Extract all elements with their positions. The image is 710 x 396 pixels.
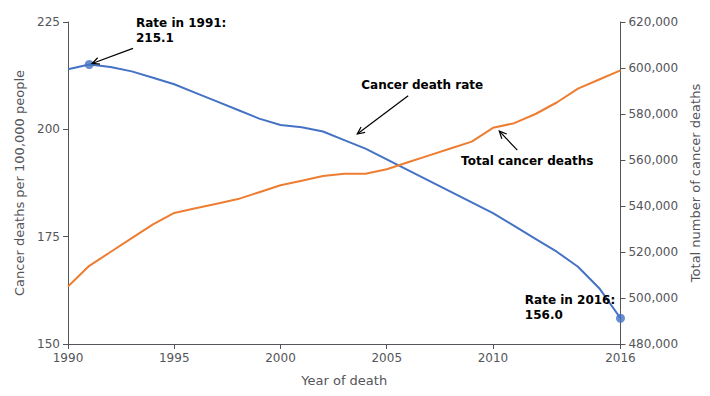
svg-text:560,000: 560,000 — [628, 153, 678, 167]
svg-text:480,000: 480,000 — [628, 337, 678, 351]
svg-text:540,000: 540,000 — [628, 199, 678, 213]
svg-text:2016: 2016 — [605, 351, 636, 365]
svg-text:Year of death: Year of death — [300, 373, 387, 388]
svg-text:Total cancer deaths: Total cancer deaths — [461, 154, 593, 168]
svg-text:2010: 2010 — [478, 351, 509, 365]
svg-text:2005: 2005 — [371, 351, 402, 365]
svg-text:1995: 1995 — [159, 351, 190, 365]
svg-text:Rate in 2016:: Rate in 2016: — [525, 293, 615, 307]
svg-text:Cancer death rate: Cancer death rate — [361, 78, 483, 92]
svg-text:600,000: 600,000 — [628, 61, 678, 75]
svg-text:156.0: 156.0 — [525, 308, 563, 322]
svg-text:1990: 1990 — [53, 351, 84, 365]
svg-text:215.1: 215.1 — [136, 31, 174, 45]
svg-text:Cancer deaths per 100,000 peop: Cancer deaths per 100,000 people — [12, 70, 27, 296]
svg-text:200: 200 — [37, 122, 60, 136]
svg-text:175: 175 — [37, 230, 60, 244]
svg-text:580,000: 580,000 — [628, 107, 678, 121]
svg-text:Rate in 1991:: Rate in 1991: — [136, 16, 226, 30]
svg-text:150: 150 — [37, 337, 60, 351]
svg-text:520,000: 520,000 — [628, 245, 678, 259]
svg-text:620,000: 620,000 — [628, 15, 678, 29]
svg-text:2000: 2000 — [265, 351, 296, 365]
svg-text:500,000: 500,000 — [628, 291, 678, 305]
svg-text:Total number of cancer deaths: Total number of cancer deaths — [688, 84, 703, 284]
svg-text:225: 225 — [37, 15, 60, 29]
